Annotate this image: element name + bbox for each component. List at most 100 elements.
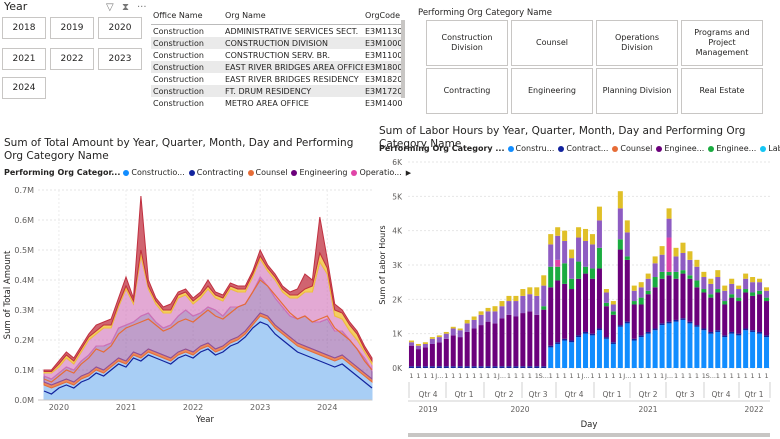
category-button-contracting[interactable]: Contracting (426, 68, 508, 114)
bar-segment[interactable] (757, 333, 763, 368)
bar-segment[interactable] (603, 338, 609, 368)
legend-item[interactable]: Laborat... (760, 144, 780, 153)
bar-segment[interactable] (596, 206, 602, 221)
bar-segment[interactable] (694, 325, 700, 327)
bar-segment[interactable] (764, 297, 770, 302)
bar-segment[interactable] (589, 234, 595, 245)
bar-segment[interactable] (541, 275, 547, 286)
bar-segment[interactable] (499, 318, 505, 367)
bar-segment[interactable] (583, 333, 589, 368)
bar-segment[interactable] (596, 328, 602, 331)
bar-segment[interactable] (631, 285, 637, 291)
bar-segment[interactable] (659, 254, 665, 272)
bar-segment[interactable] (506, 314, 512, 367)
bar-segment[interactable] (687, 321, 693, 324)
bar-segment[interactable] (436, 335, 442, 338)
bar-segment[interactable] (645, 333, 651, 368)
bar-segment[interactable] (415, 345, 421, 350)
bar-segment[interactable] (645, 278, 651, 291)
bar-segment[interactable] (729, 331, 735, 334)
bar-segment[interactable] (617, 249, 623, 326)
bar-segment[interactable] (687, 323, 693, 368)
bar-segment[interactable] (652, 328, 658, 331)
bar-segment[interactable] (408, 366, 414, 368)
bar-segment[interactable] (750, 277, 756, 283)
bar-segment[interactable] (548, 345, 554, 348)
bar-segment[interactable] (708, 294, 714, 298)
bar-segment[interactable] (645, 331, 651, 334)
bar-segment[interactable] (520, 289, 526, 296)
bar-segment[interactable] (478, 311, 484, 315)
bar-segment[interactable] (624, 232, 630, 257)
bar-segment[interactable] (708, 333, 714, 368)
bar-segment[interactable] (722, 304, 728, 336)
bar-segment[interactable] (715, 331, 721, 368)
table-row[interactable]: Construction FT. DRUM RESIDENCY E3M1720 (151, 85, 403, 97)
bar-segment[interactable] (638, 282, 644, 288)
bar-segment[interactable] (673, 271, 679, 279)
bar-segment[interactable] (743, 328, 749, 331)
bar-segment[interactable] (408, 342, 414, 346)
bar-segment[interactable] (666, 218, 672, 238)
bar-segment[interactable] (750, 282, 756, 293)
bar-segment[interactable] (513, 295, 519, 302)
bar-segment[interactable] (624, 321, 630, 324)
bar-segment[interactable] (722, 335, 728, 338)
table-scrollbar[interactable] (401, 20, 405, 98)
year-button-2024[interactable]: 2024 (2, 77, 46, 99)
bar-segment[interactable] (555, 259, 561, 267)
bar-segment[interactable] (673, 256, 679, 272)
legend-item[interactable]: Counsel (612, 144, 652, 153)
bar-segment[interactable] (715, 289, 721, 293)
bar-segment[interactable] (666, 237, 672, 272)
bar-segment[interactable] (659, 246, 665, 255)
bar-segment[interactable] (701, 330, 707, 368)
bar-segment[interactable] (520, 366, 526, 368)
table-row[interactable]: Construction CONSTRUCTION DIVISION E3M1000 (151, 37, 403, 49)
bar-segment[interactable] (638, 297, 644, 305)
bar-segment[interactable] (736, 297, 742, 302)
bar-segment[interactable] (617, 208, 623, 240)
category-button-planning-division[interactable]: Planning Division (596, 68, 678, 114)
bar-segment[interactable] (485, 366, 491, 368)
bar-segment[interactable] (548, 244, 554, 267)
bar-segment[interactable] (603, 292, 609, 303)
bar-segment[interactable] (617, 326, 623, 368)
bar-segment[interactable] (555, 342, 561, 344)
bar-segment[interactable] (429, 366, 435, 368)
bar-segment[interactable] (471, 366, 477, 368)
year-button-2023[interactable]: 2023 (98, 48, 142, 70)
bar-segment[interactable] (610, 314, 616, 343)
bar-segment[interactable] (485, 311, 491, 322)
bar-segment[interactable] (638, 337, 644, 368)
table-row[interactable]: Construction EAST RIVER BRIDGES AREA OFFI… (151, 61, 403, 73)
bar-segment[interactable] (471, 319, 477, 329)
bar-segment[interactable] (652, 287, 658, 329)
bar-segment[interactable] (680, 319, 686, 368)
bar-segment[interactable] (569, 289, 575, 341)
bar-segment[interactable] (764, 301, 770, 336)
bar-segment[interactable] (548, 347, 554, 368)
bar-segment[interactable] (631, 304, 637, 339)
line-counsel[interactable] (43, 279, 373, 383)
bar-segment[interactable] (569, 340, 575, 343)
bar-segment[interactable] (750, 331, 756, 368)
bar-segment[interactable] (680, 318, 686, 320)
bar-segment[interactable] (596, 247, 602, 269)
legend-item[interactable]: Contract... (558, 144, 608, 153)
bar-segment[interactable] (743, 278, 749, 290)
bar-segment[interactable] (520, 313, 526, 367)
bar-segment[interactable] (736, 289, 742, 298)
bar-segment[interactable] (513, 301, 519, 317)
bar-segment[interactable] (680, 242, 686, 253)
bar-segment[interactable] (638, 335, 644, 338)
bar-segment[interactable] (694, 326, 700, 368)
bar-segment[interactable] (450, 328, 456, 336)
bar-segment[interactable] (757, 331, 763, 334)
bar-segment[interactable] (485, 307, 491, 312)
bar-segment[interactable] (750, 295, 756, 331)
bar-segment[interactable] (422, 347, 428, 367)
bar-segment[interactable] (471, 328, 477, 367)
bar-segment[interactable] (562, 338, 568, 341)
bar-segment[interactable] (624, 220, 630, 233)
